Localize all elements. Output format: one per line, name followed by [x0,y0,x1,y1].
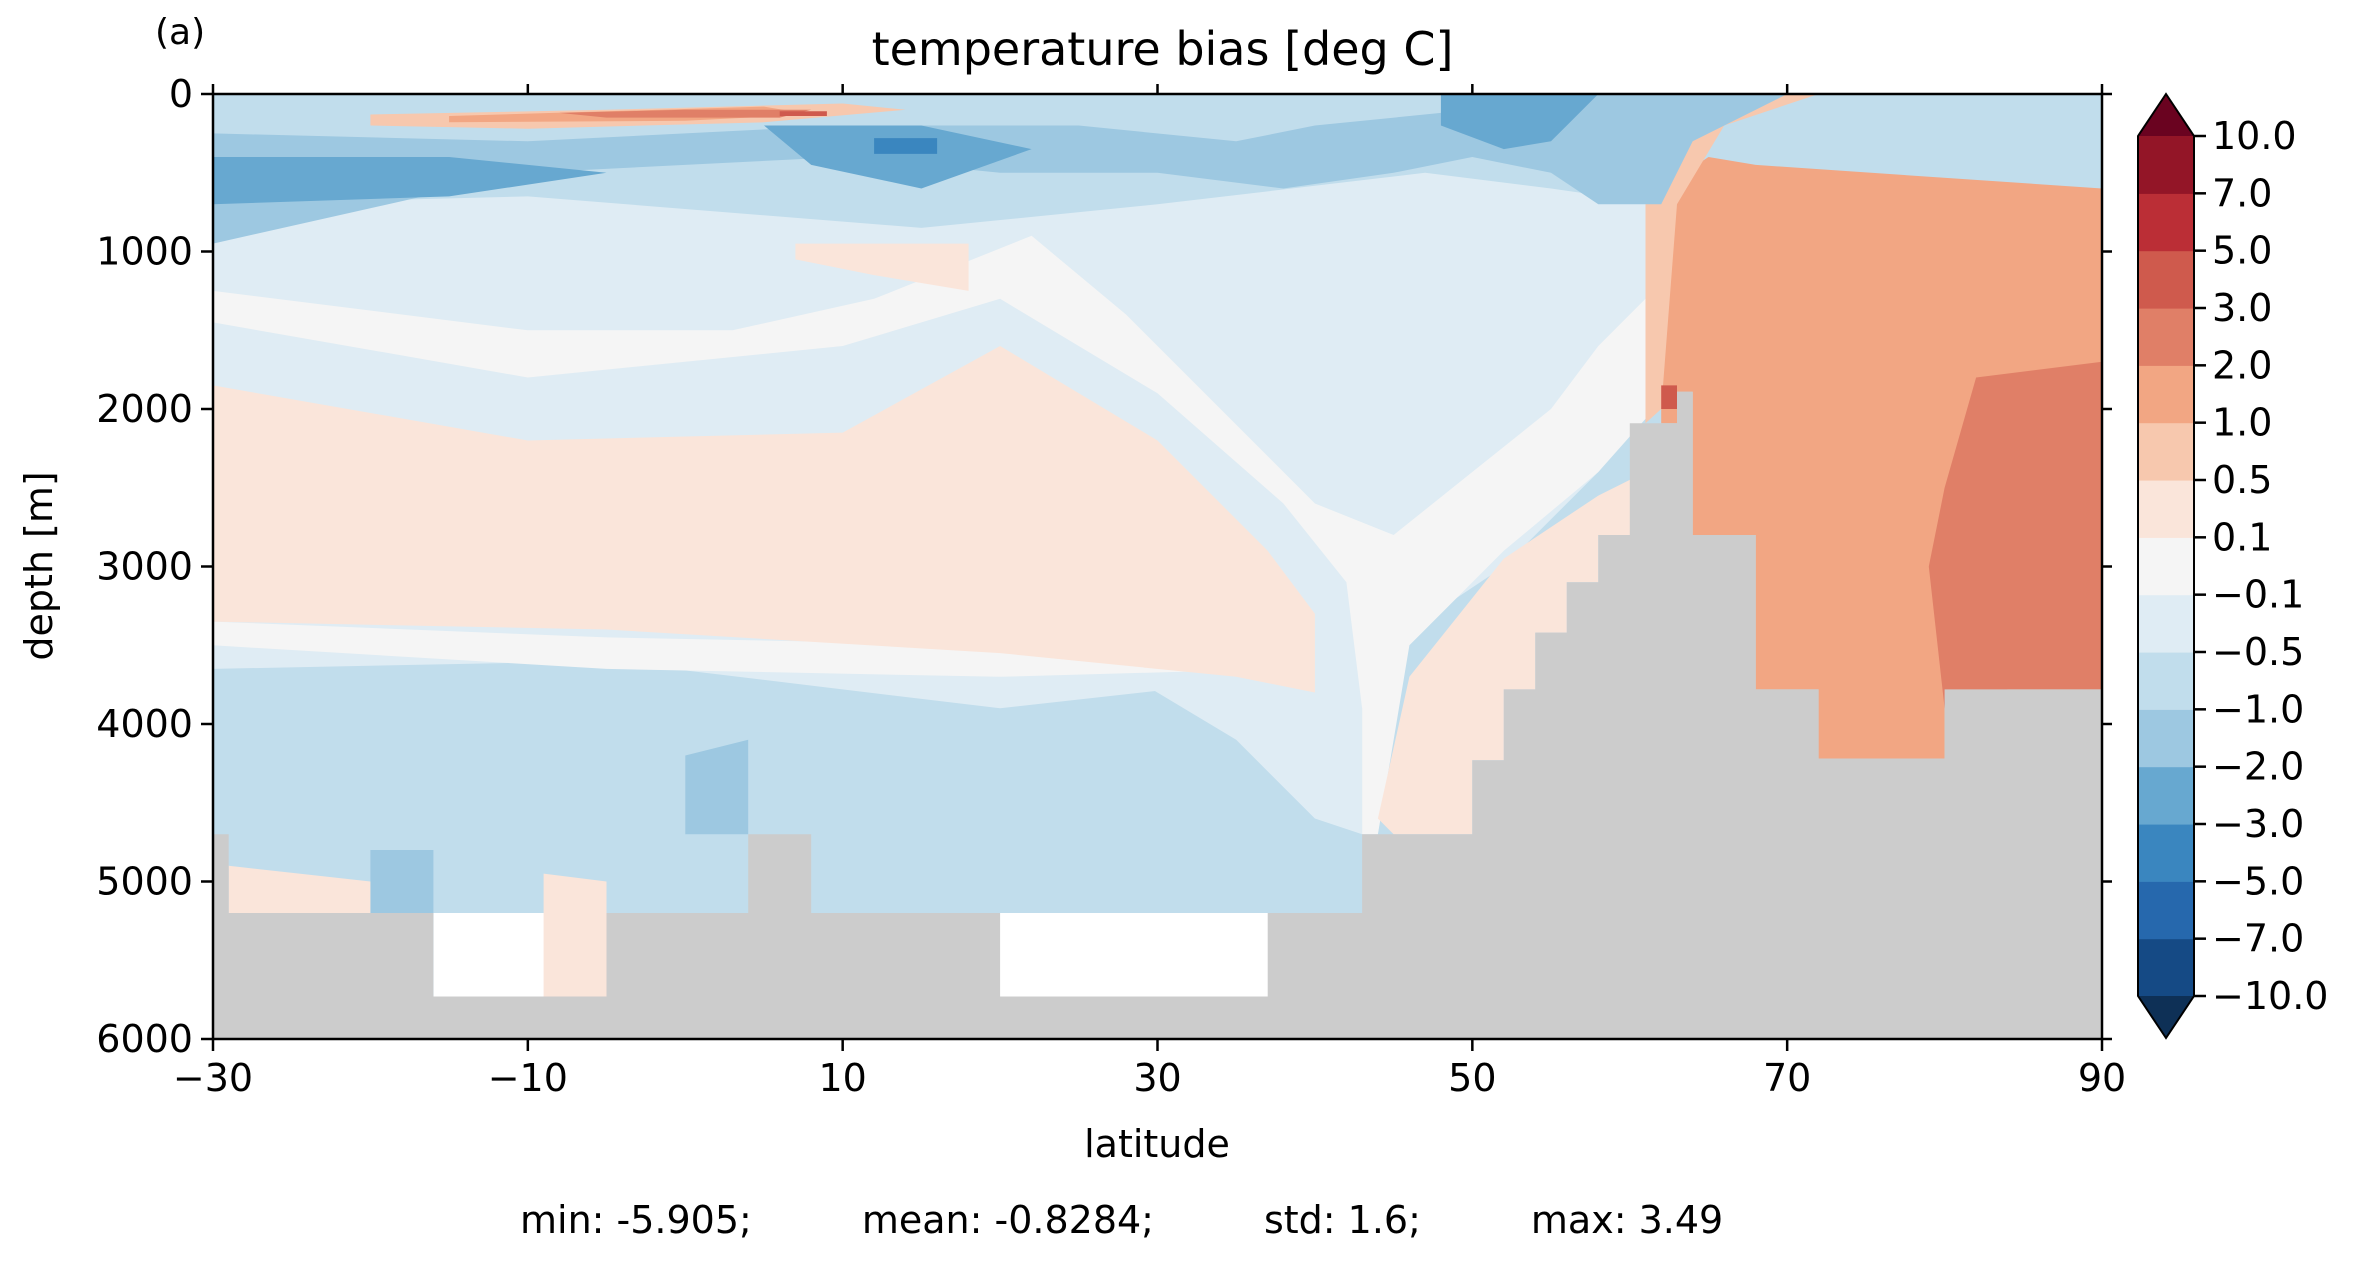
colorbar-tick-label: 0.1 [2212,515,2272,559]
colorbar-segment [2138,365,2194,424]
colorbar-tick-label: −5.0 [2212,859,2304,903]
y-tick-label: 5000 [96,860,193,904]
colorbar-extend-top [2138,94,2194,136]
colorbar-segment [2138,824,2194,882]
stat-max: max: 3.49 [1530,1198,1724,1242]
y-tick-label: 0 [169,72,193,116]
x-tick-label: 90 [2078,1056,2126,1100]
x-tick-label: 50 [1448,1056,1496,1100]
colorbar-tick-label: −0.1 [2212,573,2304,617]
colorbar-segment [2138,537,2194,596]
colorbar-segment [2138,938,2194,997]
stat-mean: mean: -0.8284; [861,1198,1154,1242]
x-tick-label: −10 [488,1056,568,1100]
colorbar-segment [2138,250,2194,309]
y-tick-label: 1000 [96,230,193,274]
colorbar-segment [2138,594,2194,653]
colorbar-tick-label: −0.5 [2212,630,2304,674]
colorbar-segment [2138,193,2194,252]
chart-title: temperature bias [deg C] [871,22,1454,76]
colorbar-tick-label: 10.0 [2212,114,2297,158]
y-tick-label: 4000 [96,702,193,746]
contour-region-12 [213,94,1788,244]
contour-region-22 [685,739,749,835]
colorbar-tick-label: 2.0 [2212,343,2272,387]
contour-region-14 [764,125,1032,189]
colorbar-segment [2138,308,2194,366]
colorbar-tick-label: 7.0 [2212,171,2272,215]
colorbar-tick-label: −7.0 [2212,917,2304,961]
x-tick-label: 10 [818,1056,866,1100]
colorbar-tick-label: 1.0 [2212,401,2272,445]
contour-region-3 [213,235,1662,835]
colorbar-segment [2138,766,2194,825]
y-axis: 0 1000 2000 3000 4000 5000 6000 [96,72,2112,1061]
x-axis: −30 −10 10 30 50 70 90 [173,84,2126,1100]
panel-label: (a) [155,12,206,53]
contour-region-9 [1645,94,1819,424]
colorbar-segment [2138,422,2194,481]
contour-region-20 [779,111,827,116]
y-tick-label: 6000 [96,1017,193,1061]
contour-region-4 [213,621,1284,677]
stats-line: min: -5.905; mean: -0.8284; std: 1.6; max: … [520,1198,1833,1242]
colorbar-tick-label: 0.5 [2212,458,2272,502]
x-tick-label: −30 [173,1056,253,1100]
stat-min: min: -5.905; [520,1198,752,1242]
x-tick-label: 70 [1763,1056,1811,1100]
contour-region-15 [1440,94,1599,150]
colorbar-tick-label: −2.0 [2212,745,2304,789]
colorbar-tick-label: 5.0 [2212,229,2272,273]
colorbar-segment [2138,480,2194,538]
contour-field [213,94,2102,997]
stat-std: std: 1.6; [1263,1198,1421,1242]
contour-region-10 [1928,361,2102,709]
contour-region-16 [874,138,938,154]
contour-region-6 [795,243,969,291]
y-axis-label: depth [m] [17,471,61,660]
contour-region-11 [1661,385,1677,409]
bathymetry-land [213,391,2102,1039]
colorbar-segment [2138,709,2194,768]
x-tick-label: 30 [1133,1056,1181,1100]
contour-region-13 [213,157,607,205]
contour-region-5 [213,346,1315,693]
colorbar-extend-bottom [2138,996,2194,1038]
colorbar-segment [2138,136,2194,194]
contour-region-23 [228,865,371,913]
colorbar-segment [2138,652,2194,710]
colorbar: −10.0 −7.0 −5.0 −3.0 −2.0 −1.0 −0.5 −0.1 0.1 0.5 1… [2137,92,2328,1040]
colorbar-segment [2138,881,2194,940]
land-mask [213,391,2102,1039]
x-axis-label: latitude [1084,1122,1230,1166]
y-tick-label: 2000 [96,387,193,431]
colorbar-tick-label: −10.0 [2212,974,2328,1018]
y-tick-label: 3000 [96,545,193,589]
colorbar-tick-label: −3.0 [2212,802,2304,846]
colorbar-tick-label: −1.0 [2212,687,2304,731]
contour-region-19 [559,109,812,118]
colorbar-tick-label: 3.0 [2212,286,2272,330]
contour-region-7 [1377,472,1646,835]
contour-region-24 [543,873,607,997]
